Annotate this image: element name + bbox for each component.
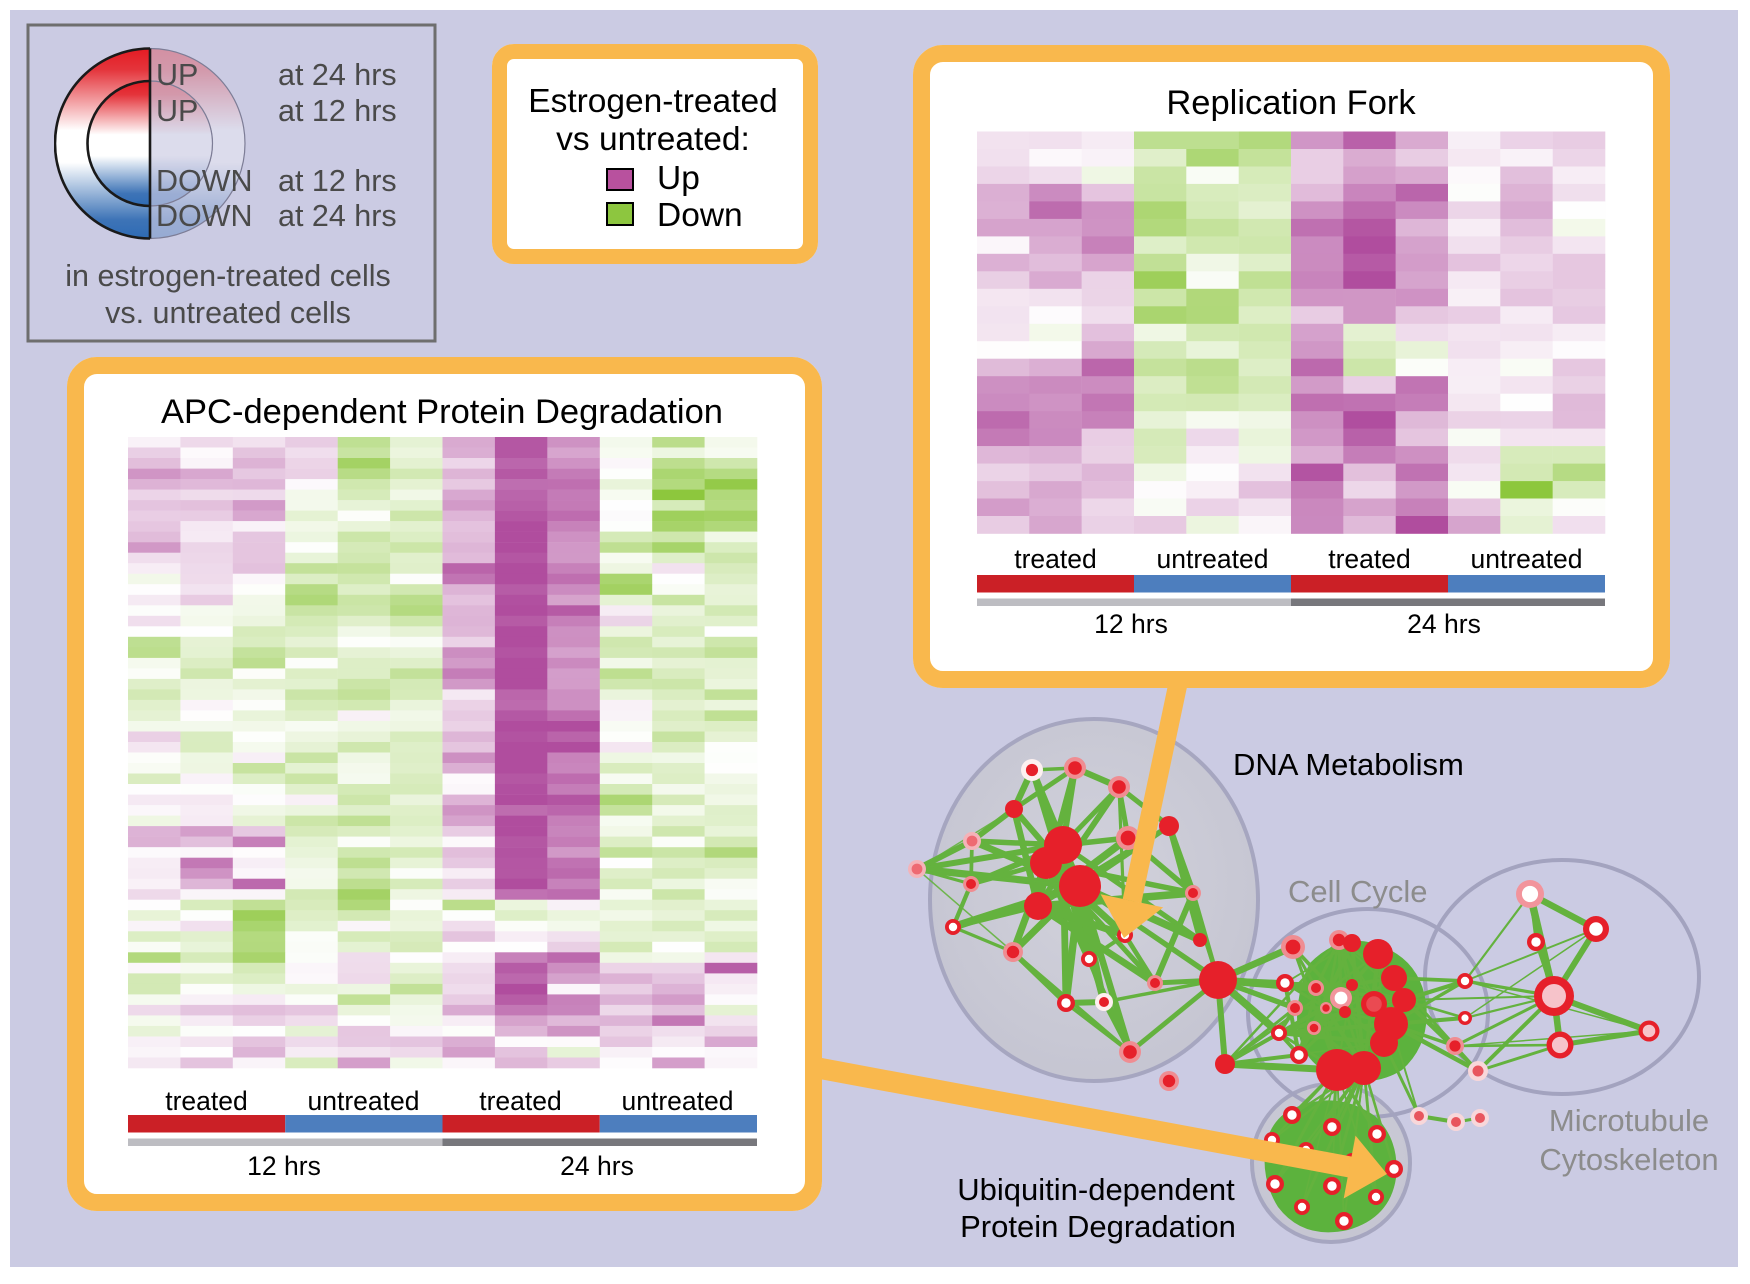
svg-text:Ubiquitin-dependent: Ubiquitin-dependent	[957, 1172, 1235, 1207]
svg-text:12 hrs: 12 hrs	[1094, 609, 1168, 639]
svg-text:12 hrs: 12 hrs	[247, 1151, 321, 1181]
svg-text:treated: treated	[1328, 544, 1411, 574]
svg-text:24 hrs: 24 hrs	[560, 1151, 634, 1181]
svg-text:vs untreated:: vs untreated:	[556, 121, 750, 158]
svg-text:vs. untreated cells: vs. untreated cells	[105, 296, 351, 330]
svg-text:at 24 hrs: at 24 hrs	[278, 199, 397, 233]
svg-text:UP: UP	[156, 58, 198, 92]
svg-text:Estrogen-treated: Estrogen-treated	[528, 83, 778, 120]
svg-text:Protein Degradation: Protein Degradation	[960, 1209, 1236, 1244]
svg-text:Down: Down	[657, 197, 743, 234]
svg-text:treated: treated	[1014, 544, 1097, 574]
svg-text:Cytoskeleton: Cytoskeleton	[1539, 1142, 1718, 1177]
svg-text:treated: treated	[165, 1086, 248, 1116]
svg-text:Up: Up	[657, 160, 700, 197]
svg-text:in estrogen-treated cells: in estrogen-treated cells	[65, 259, 391, 293]
svg-text:24 hrs: 24 hrs	[1407, 609, 1481, 639]
svg-text:DNA Metabolism: DNA Metabolism	[1233, 747, 1464, 782]
svg-text:DOWN: DOWN	[156, 164, 253, 198]
svg-text:APC-dependent Protein Degradat: APC-dependent Protein Degradation	[161, 393, 723, 431]
svg-text:Microtubule: Microtubule	[1549, 1103, 1709, 1138]
svg-text:at 12 hrs: at 12 hrs	[278, 94, 397, 128]
svg-text:Cell Cycle: Cell Cycle	[1288, 874, 1428, 909]
svg-text:Replication Fork: Replication Fork	[1166, 84, 1416, 122]
svg-text:at 24 hrs: at 24 hrs	[278, 58, 397, 92]
svg-text:untreated: untreated	[622, 1086, 734, 1116]
svg-text:untreated: untreated	[1471, 544, 1583, 574]
svg-text:DOWN: DOWN	[156, 199, 253, 233]
svg-text:treated: treated	[479, 1086, 562, 1116]
svg-text:untreated: untreated	[1157, 544, 1269, 574]
svg-text:UP: UP	[156, 94, 198, 128]
svg-text:at 12 hrs: at 12 hrs	[278, 164, 397, 198]
svg-text:untreated: untreated	[308, 1086, 420, 1116]
